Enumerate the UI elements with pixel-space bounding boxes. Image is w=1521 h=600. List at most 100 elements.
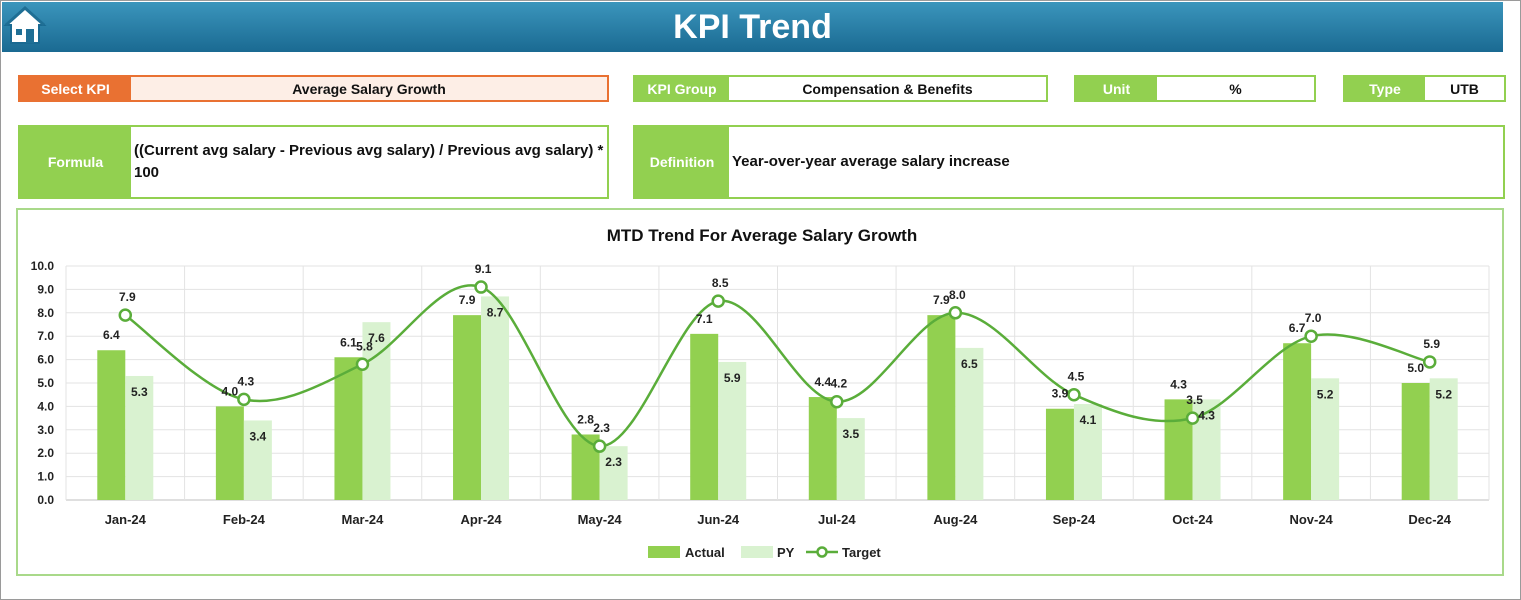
x-tick-label: Nov-24 [1289, 512, 1333, 527]
data-label-py: 5.3 [131, 385, 148, 399]
bar-actual [1283, 343, 1312, 500]
y-tick-label: 10.0 [31, 259, 55, 273]
legend-swatch-actual [648, 546, 680, 558]
header-banner: KPI Trend [2, 2, 1503, 52]
type-box: Type UTB [1343, 75, 1506, 102]
target-point [1304, 329, 1318, 343]
kpi-group-value: Compensation & Benefits [802, 80, 973, 97]
unit-box: Unit % [1074, 75, 1316, 102]
type-label: Type [1345, 77, 1425, 100]
data-label-py: 7.6 [368, 331, 385, 345]
formula-label: Formula [20, 127, 131, 197]
definition-box: Definition Year-over-year average salary… [633, 125, 1505, 199]
bar-actual [808, 397, 837, 500]
data-label-target: 8.5 [712, 276, 729, 290]
data-label-py: 3.5 [842, 427, 859, 441]
target-point [474, 280, 488, 294]
data-label-py: 4.1 [1080, 413, 1097, 427]
unit-value: % [1229, 80, 1242, 97]
bar-py [243, 420, 272, 500]
x-tick-label: Jan-24 [105, 512, 147, 527]
bar-actual [1045, 408, 1074, 500]
home-icon[interactable] [3, 5, 47, 45]
definition-label: Definition [635, 127, 729, 197]
x-tick-label: Mar-24 [341, 512, 384, 527]
type-value: UTB [1450, 80, 1479, 97]
data-label-py: 5.9 [724, 371, 741, 385]
target-point [355, 357, 370, 372]
y-tick-label: 1.0 [37, 470, 54, 484]
data-label-actual: 6.1 [340, 335, 357, 349]
data-label-target: 7.9 [119, 290, 136, 304]
data-label-actual: 4.0 [222, 384, 239, 398]
y-tick-label: 4.0 [37, 399, 54, 413]
y-tick-label: 9.0 [37, 282, 54, 296]
bar-actual [215, 406, 244, 500]
data-label-actual: 6.4 [103, 328, 120, 342]
bar-py [1311, 378, 1340, 500]
data-label-py: 3.4 [250, 429, 267, 443]
kpi-group-label: KPI Group [635, 77, 729, 100]
bar-py [955, 347, 984, 500]
legend-swatch-py [741, 546, 773, 558]
data-label-actual: 4.3 [1170, 377, 1187, 391]
formula-box: Formula ((Current avg salary - Previous … [18, 125, 609, 199]
data-label-actual: 5.0 [1407, 361, 1424, 375]
x-tick-label: Jul-24 [818, 512, 856, 527]
data-label-py: 6.5 [961, 357, 978, 371]
select-kpi-label: Select KPI [20, 77, 131, 100]
y-tick-label: 0.0 [37, 493, 54, 507]
page-title: KPI Trend [673, 8, 832, 46]
bar-py [125, 375, 154, 500]
data-label-target: 8.0 [949, 288, 966, 302]
x-tick-label: May-24 [578, 512, 623, 527]
bar-py [836, 418, 865, 500]
formula-value: ((Current avg salary - Previous avg sala… [134, 142, 604, 181]
bar-py [718, 361, 747, 500]
data-label-py: 5.2 [1435, 387, 1452, 401]
data-label-target: 2.3 [593, 421, 610, 435]
y-tick-label: 8.0 [37, 306, 54, 320]
data-label-actual: 7.9 [933, 293, 950, 307]
target-point [592, 439, 607, 453]
data-label-py: 5.2 [1317, 387, 1334, 401]
x-tick-label: Feb-24 [223, 512, 266, 527]
chart-panel [16, 208, 1504, 576]
legend-label-actual: Actual [685, 545, 725, 560]
bar-actual [453, 315, 482, 500]
target-point [1422, 355, 1437, 369]
x-tick-label: Aug-24 [933, 512, 978, 527]
select-kpi-dropdown[interactable]: Average Salary Growth [131, 77, 607, 100]
x-tick-label: Oct-24 [1172, 512, 1213, 527]
bar-actual [927, 315, 956, 500]
definition-value: Year-over-year average salary increase [732, 153, 1010, 170]
target-point [1185, 411, 1200, 425]
data-label-target: 4.5 [1068, 370, 1085, 384]
target-point [711, 294, 725, 308]
target-point [948, 306, 963, 320]
data-label-target: 7.0 [1305, 311, 1322, 325]
y-tick-label: 6.0 [37, 353, 54, 367]
bar-actual [690, 333, 719, 500]
bar-py [362, 322, 391, 500]
bar-actual [97, 350, 126, 500]
data-label-target: 5.9 [1423, 337, 1440, 351]
unit-label: Unit [1076, 77, 1157, 100]
data-label-actual: 7.9 [459, 293, 476, 307]
select-kpi-box: Select KPI Average Salary Growth [18, 75, 609, 102]
x-tick-label: Sep-24 [1053, 512, 1096, 527]
x-tick-label: Apr-24 [460, 512, 502, 527]
data-label-actual: 4.4 [814, 375, 831, 389]
data-label-actual: 6.7 [1289, 321, 1306, 335]
kpi-group-box: KPI Group Compensation & Benefits [633, 75, 1048, 102]
x-tick-label: Dec-24 [1408, 512, 1451, 527]
target-point [1067, 387, 1081, 402]
data-label-py: 2.3 [605, 455, 622, 469]
y-tick-label: 5.0 [37, 376, 54, 390]
legend-label-py: PY [777, 545, 795, 560]
data-label-py: 4.3 [1198, 408, 1215, 422]
target-point [118, 308, 133, 322]
y-tick-label: 7.0 [37, 329, 54, 343]
y-tick-label: 3.0 [37, 423, 54, 437]
